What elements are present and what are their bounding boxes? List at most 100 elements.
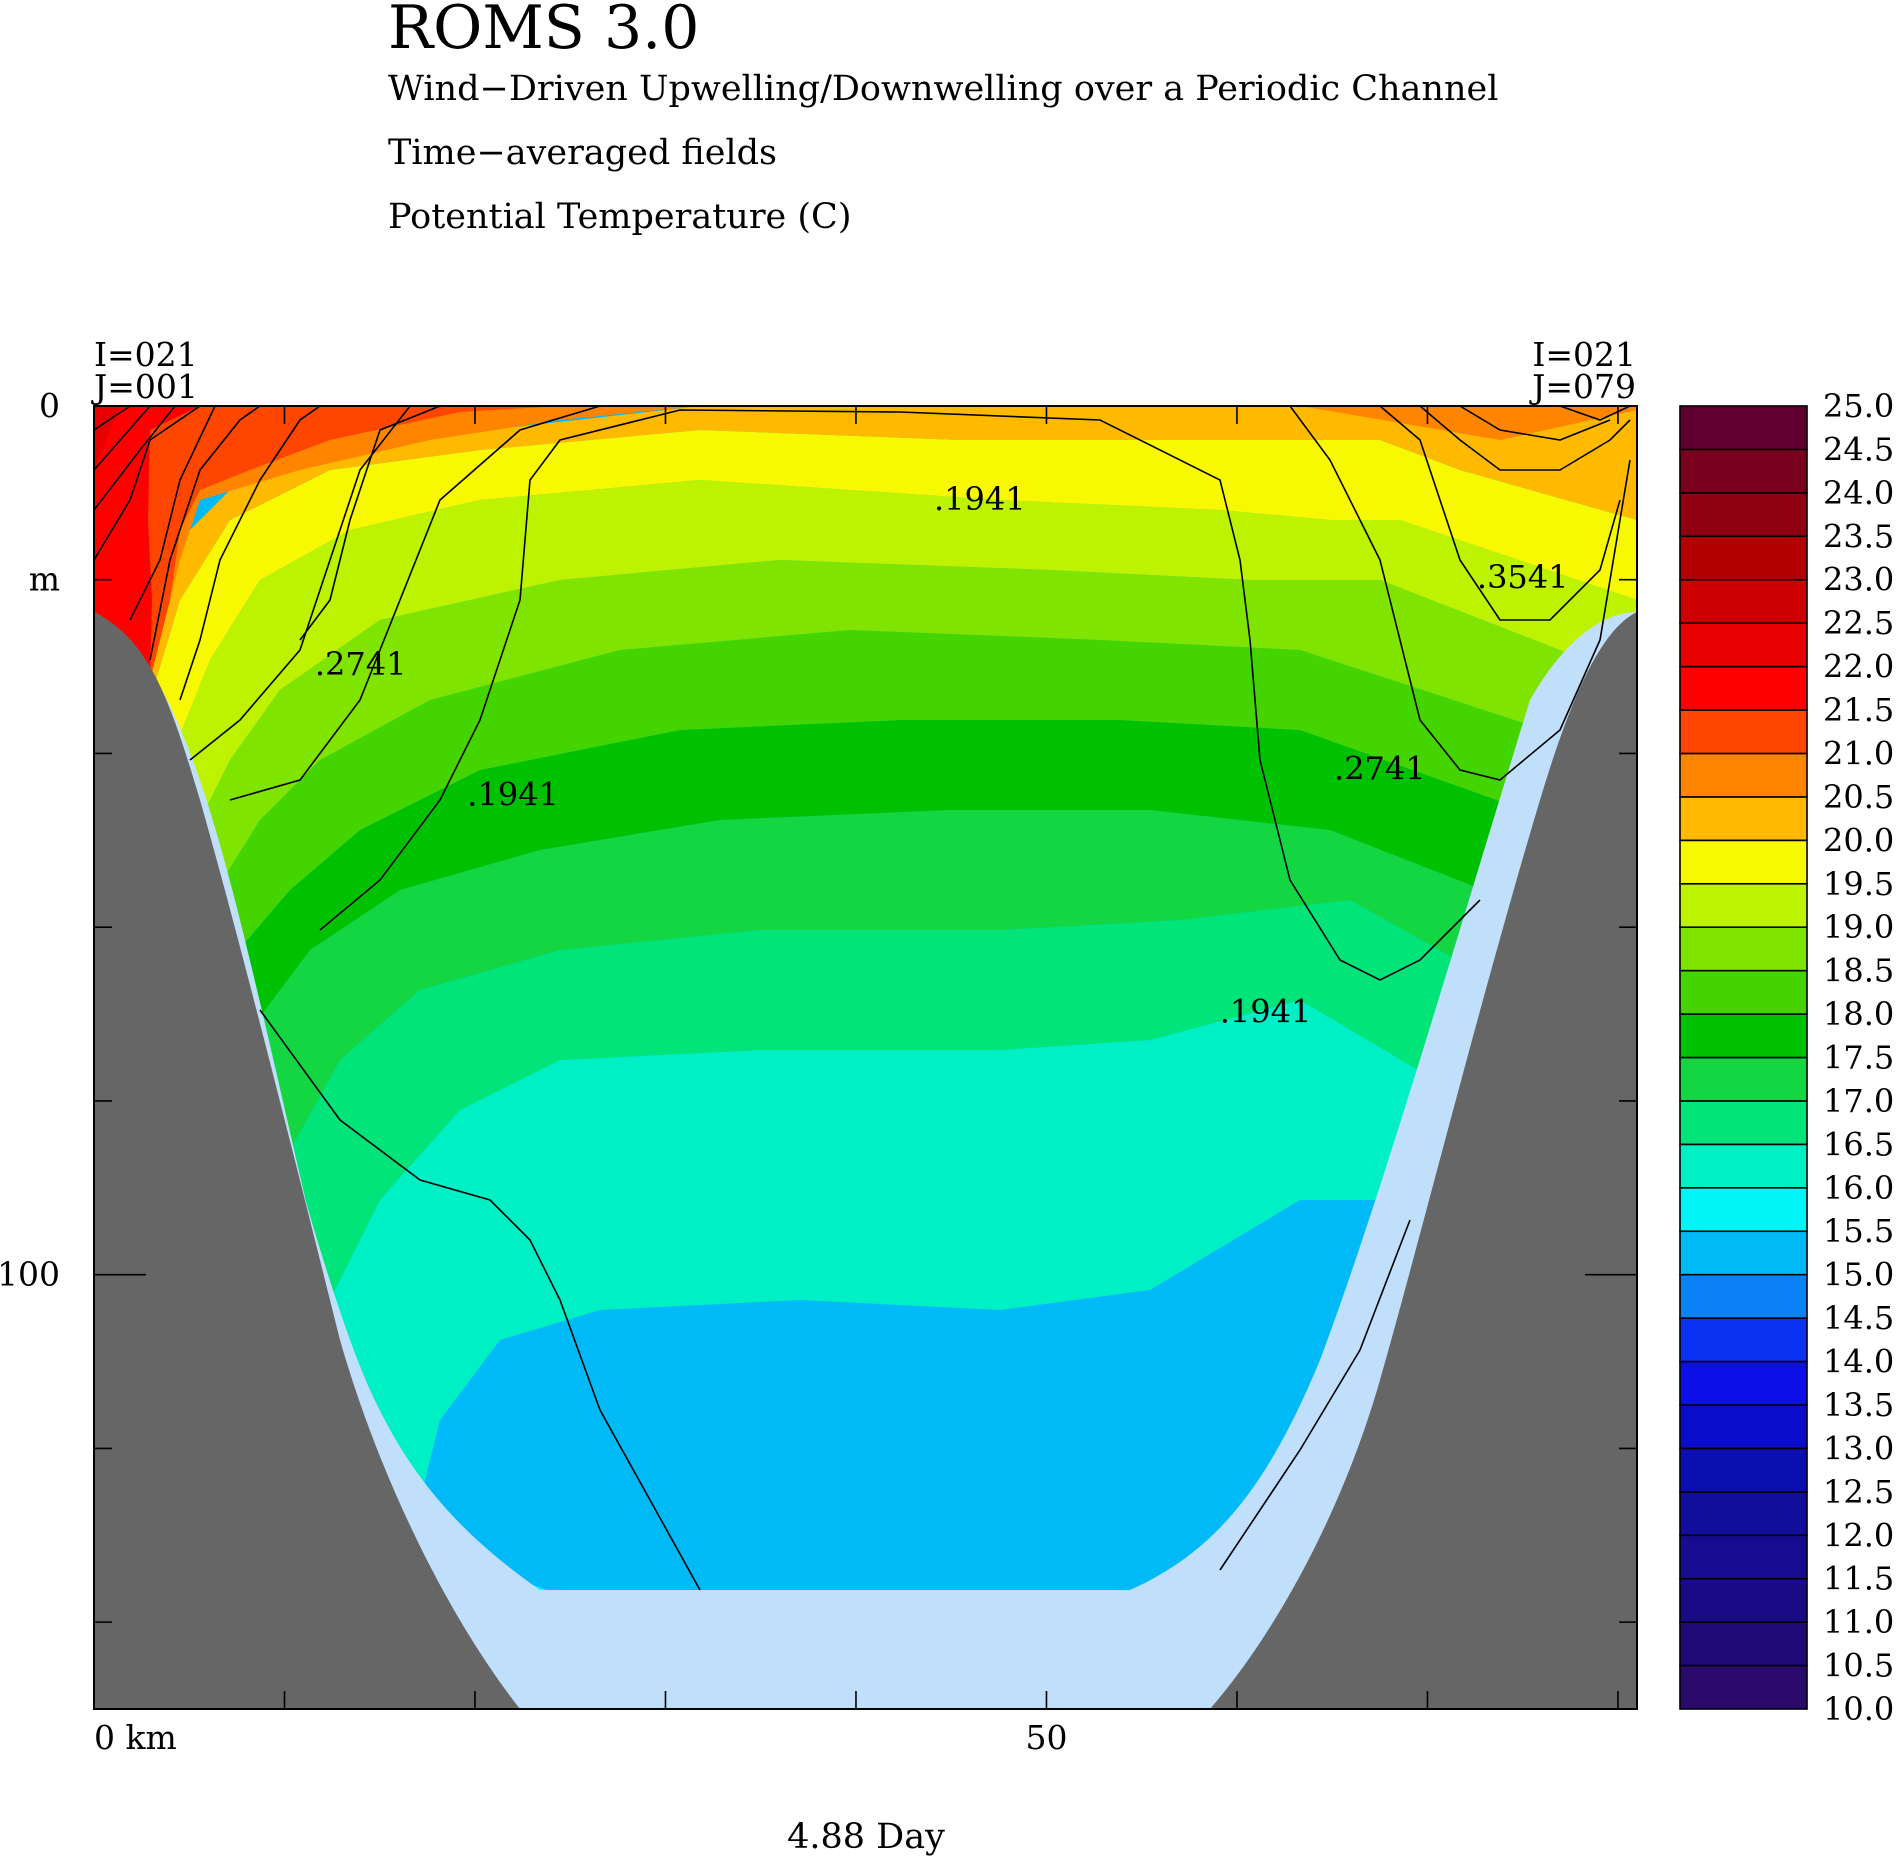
colorbar-label: 12.5 (1823, 1473, 1894, 1511)
colorbar-swatch (1679, 1317, 1808, 1363)
colorbar-swatch (1679, 1013, 1808, 1059)
figure-subtitle-1: Wind−Driven Upwelling/Downwelling over a… (388, 69, 1498, 109)
colorbar-label: 25.0 (1823, 387, 1894, 425)
temperature-band (150, 430, 1637, 760)
colorbar-swatch (1679, 1664, 1808, 1710)
colorbar-swatch (1679, 535, 1808, 581)
colorbar-swatch (1679, 926, 1808, 972)
colorbar-swatch (1679, 1447, 1808, 1493)
temperature-band (170, 480, 1637, 840)
corner-left-j: J=001 (91, 367, 198, 406)
contour-line (94, 406, 131, 431)
contour-line (94, 406, 151, 471)
colorbar-label: 10.5 (1823, 1647, 1894, 1685)
contour-labels: .1941 .1941 .1941 .2741 .2741 .3541 (315, 480, 1569, 1031)
colorbar-label: 23.0 (1823, 561, 1894, 599)
colorbar-label: 23.5 (1823, 517, 1894, 555)
time-footer: 4.88 Day (787, 1817, 945, 1857)
y-tick-label: m (29, 560, 60, 599)
colorbar-swatch (1679, 796, 1808, 842)
colorbar-swatch (1679, 1360, 1808, 1406)
corner-right-j: J=079 (1529, 367, 1636, 406)
colorbar-swatch (1679, 709, 1808, 755)
temperature-band (230, 720, 1637, 1030)
contour-label: .1941 (1220, 993, 1312, 1031)
contour-line (179, 406, 321, 701)
contour-line (1419, 406, 1631, 471)
figure-title: ROMS 3.0 (388, 0, 699, 63)
x-tick-label: 50 (1025, 1718, 1067, 1757)
colorbar-label: 18.5 (1823, 952, 1894, 990)
y-tick-label: 100 (0, 1255, 60, 1294)
figure-subtitle-2: Time−averaged fields (388, 133, 777, 173)
temperature-band (330, 1000, 1637, 1500)
contour-line (319, 409, 1481, 981)
colorbar-label: 15.5 (1823, 1212, 1894, 1250)
contour-line (1289, 406, 1631, 781)
colorbar-swatch (1679, 1621, 1808, 1667)
colorbar-label: 12.0 (1823, 1516, 1894, 1554)
colorbar-label: 10.0 (1823, 1690, 1894, 1728)
colorbar-swatch (1679, 839, 1808, 885)
colorbar-label: 22.5 (1823, 604, 1894, 642)
contour-line (94, 406, 201, 561)
colorbar-label: 24.0 (1823, 474, 1894, 512)
colorbar-label: 15.0 (1823, 1256, 1894, 1294)
plot-frame (93, 405, 1638, 1710)
contour-line (299, 406, 441, 641)
colorbar-label: 14.5 (1823, 1299, 1894, 1337)
colorbar-swatch (1679, 1187, 1808, 1233)
temperature-band (94, 406, 560, 700)
colorbar-swatch (1679, 622, 1808, 668)
colorbar-label: 19.0 (1823, 908, 1894, 946)
colorbar-swatch (1679, 578, 1808, 624)
colorbar-label: 17.0 (1823, 1082, 1894, 1120)
colorbar-label: 11.5 (1823, 1560, 1894, 1598)
colorbar-label: 22.0 (1823, 648, 1894, 686)
colorbar-swatch (1679, 1273, 1808, 1319)
contour-label: .3541 (1477, 558, 1569, 596)
temperature-band (290, 900, 1637, 1300)
colorbar: 10.0 10.5 11.0 11.5 12.0 12.5 13.0 13.5 14.0 14.5… (1679, 387, 1894, 1728)
plot-area (94, 406, 1637, 1709)
contour-label: .1941 (934, 480, 1026, 518)
y-tick-label: 0 (39, 386, 60, 425)
contour-label: .2741 (315, 645, 407, 683)
colorbar-swatch (1679, 492, 1808, 538)
contour-line (149, 406, 261, 661)
colorbar-swatch (1679, 1143, 1808, 1189)
corner-right-i: I=021 (1532, 335, 1636, 374)
colorbar-swatch (1679, 969, 1808, 1015)
colorbar-label: 16.5 (1823, 1125, 1894, 1163)
colorbar-label: 14.0 (1823, 1343, 1894, 1381)
colorbar-label: 20.0 (1823, 821, 1894, 859)
contour-line (1559, 406, 1631, 421)
contour-line (189, 406, 411, 761)
land-right (1210, 612, 1637, 1709)
colorbar-label: 13.0 (1823, 1429, 1894, 1467)
figure-subtitle-3: Potential Temperature (C) (388, 197, 851, 237)
colorbar-label: 17.5 (1823, 1039, 1894, 1077)
colorbar-label: 20.5 (1823, 778, 1894, 816)
land-left (94, 612, 520, 1709)
contour-line (1379, 406, 1621, 621)
contour-line (129, 406, 216, 621)
contour-lines (94, 406, 1631, 1591)
colorbar-label: 21.5 (1823, 691, 1894, 729)
colorbar-swatch (1679, 1230, 1808, 1276)
contour-label: .2741 (1334, 749, 1426, 787)
colorbar-label: 11.0 (1823, 1603, 1894, 1641)
contour-label: .1941 (467, 775, 559, 813)
temperature-band (250, 810, 1637, 1150)
colorbar-swatch (1679, 1100, 1808, 1146)
contour-line (94, 406, 176, 511)
colorbar-swatch (1679, 1404, 1808, 1450)
temperature-bands (94, 406, 1637, 1709)
colorbar-swatch (1679, 752, 1808, 798)
colorbar-swatch (1679, 1534, 1808, 1580)
colorbar-label: 24.5 (1823, 430, 1894, 468)
colorbar-swatch (1679, 448, 1808, 494)
colorbar-swatch (1679, 882, 1808, 928)
colorbar-swatch (1679, 1577, 1808, 1623)
